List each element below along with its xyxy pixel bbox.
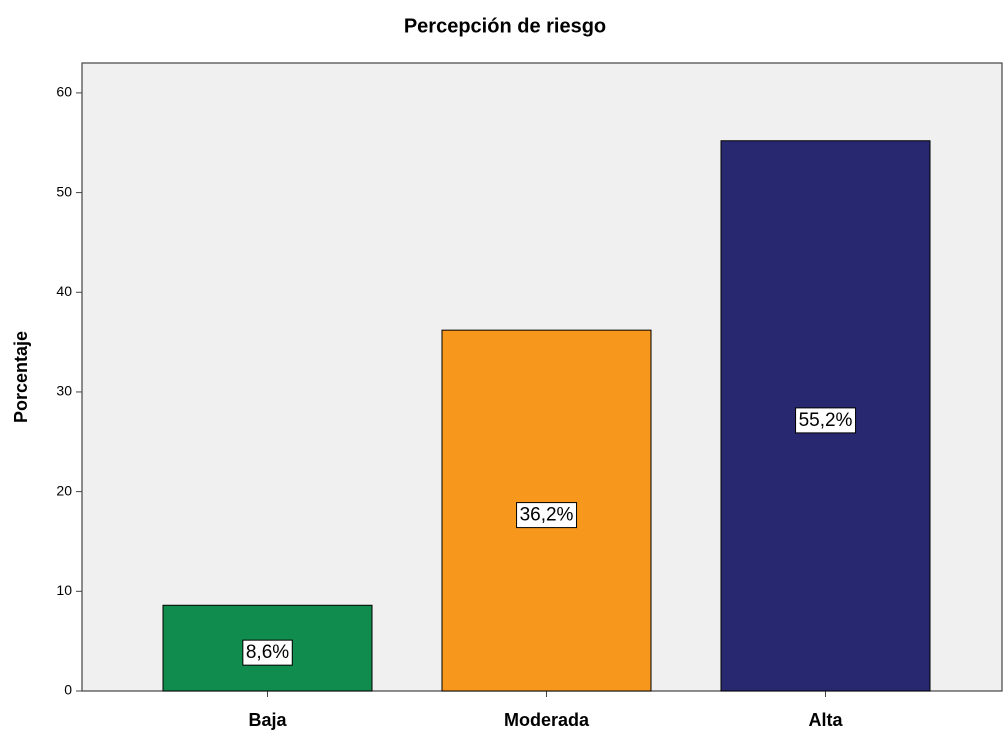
x-tick-label: Alta	[808, 710, 843, 730]
value-label: 55,2%	[799, 410, 853, 431]
value-label-box	[516, 502, 578, 529]
value-label-box	[795, 407, 857, 434]
value-label: 8,6%	[246, 642, 289, 663]
x-tick-label: Moderada	[504, 710, 590, 730]
value-label: 36,2%	[520, 505, 574, 526]
x-tick-label: Baja	[248, 710, 287, 730]
y-tick-label: 10	[56, 582, 72, 598]
y-tick-label: 0	[64, 682, 72, 698]
value-label-box	[242, 639, 293, 666]
y-tick-label: 30	[56, 383, 72, 399]
y-tick-label: 50	[56, 183, 72, 199]
y-tick-label: 20	[56, 482, 72, 498]
y-tick-label: 60	[56, 84, 72, 100]
chart-title: Percepción de riesgo	[404, 15, 606, 37]
y-tick-label: 40	[56, 283, 72, 299]
y-axis-label: Porcentaje	[11, 331, 31, 423]
